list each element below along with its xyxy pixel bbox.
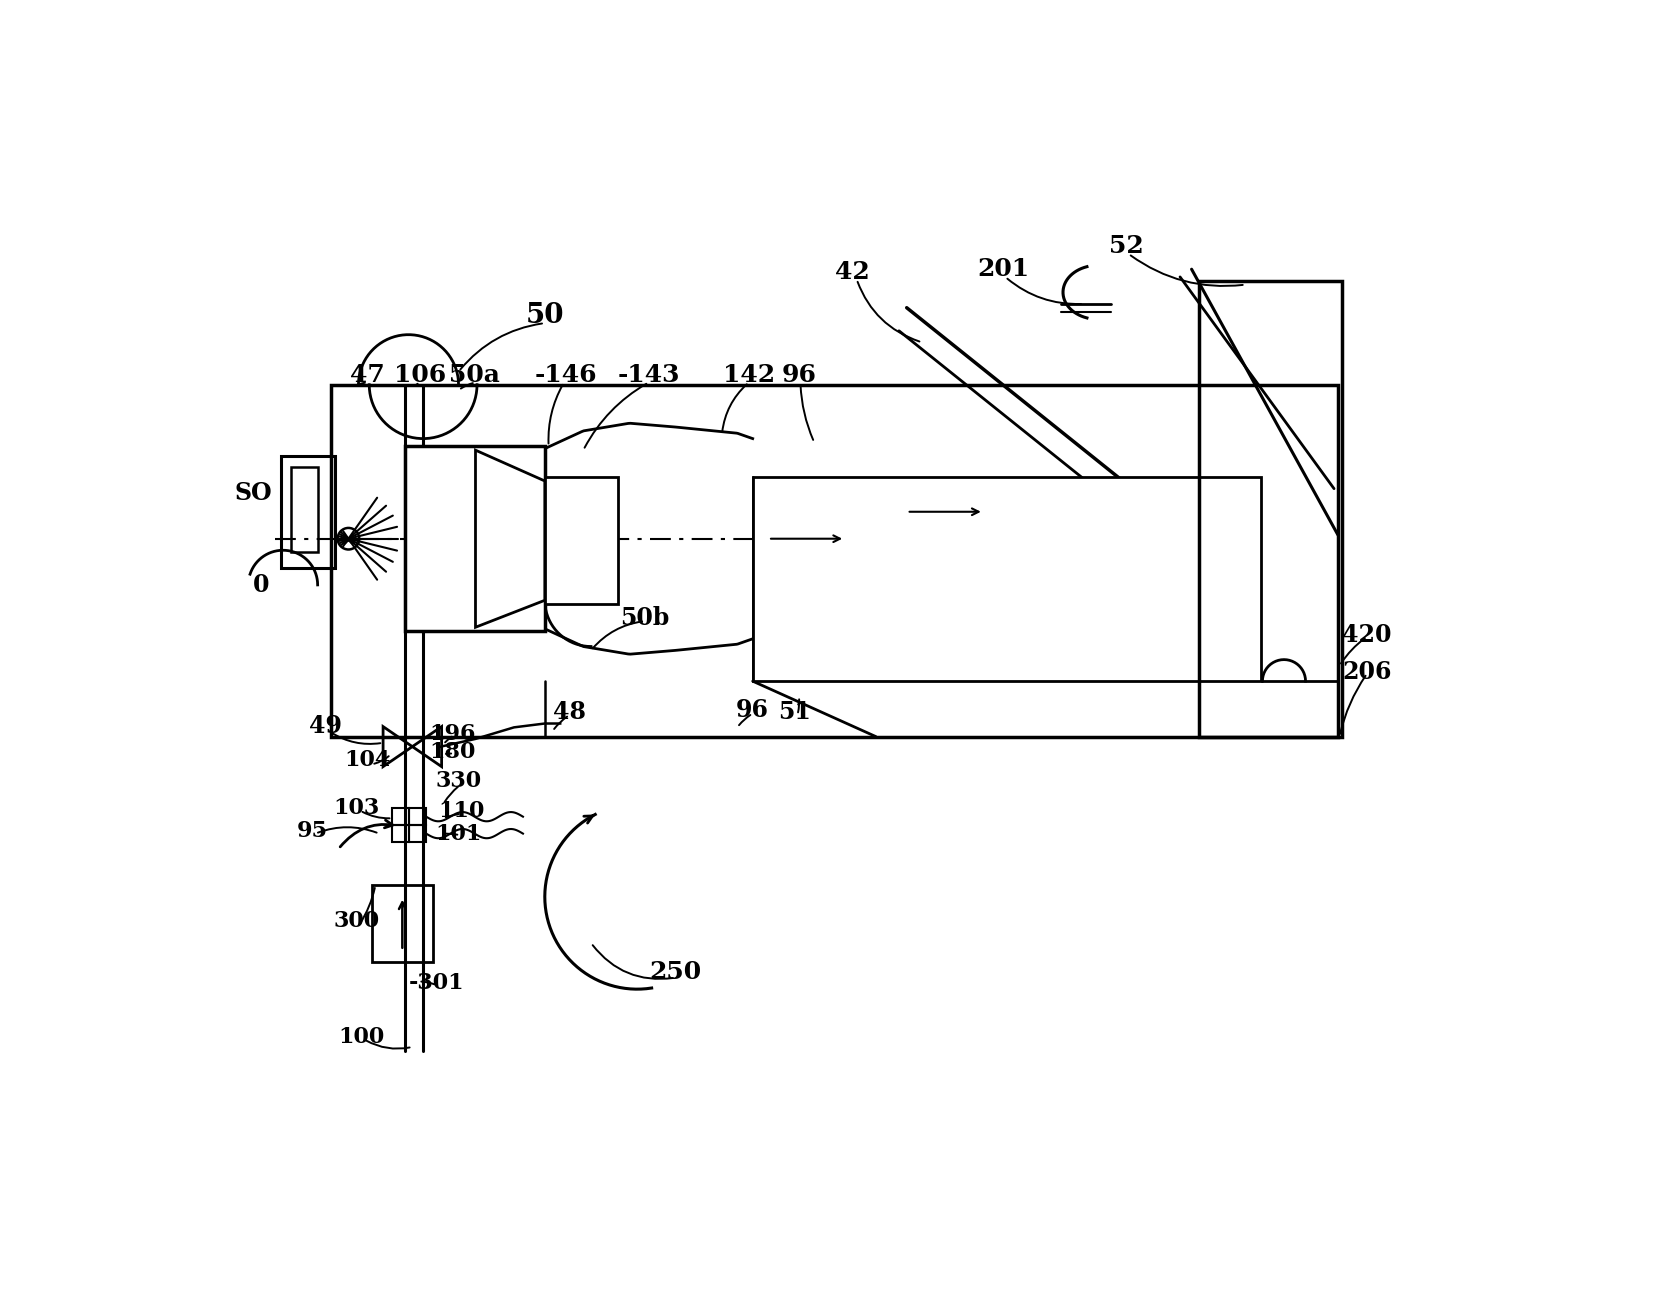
Text: 103: 103 (334, 797, 379, 819)
Bar (545, 477, 618, 604)
Polygon shape (476, 450, 545, 628)
Bar (372, 885, 432, 962)
Text: -143: -143 (617, 362, 680, 387)
Bar (1200, 281, 1342, 737)
Text: 50: 50 (526, 302, 565, 330)
Text: 50a: 50a (449, 362, 499, 387)
Text: 206: 206 (1342, 660, 1391, 684)
Text: 180: 180 (429, 741, 476, 763)
Bar (753, 477, 1260, 681)
Text: 100: 100 (339, 1025, 385, 1048)
Text: -146: -146 (535, 362, 598, 387)
Text: 96: 96 (736, 699, 769, 722)
Text: 330: 330 (436, 771, 481, 792)
Text: -301: -301 (409, 972, 464, 994)
Text: 0: 0 (253, 572, 270, 597)
Text: 101: 101 (436, 823, 481, 844)
Bar (282, 457, 335, 569)
Text: 49: 49 (308, 714, 342, 738)
Text: 96: 96 (781, 362, 816, 387)
Text: 95: 95 (297, 821, 328, 843)
Text: 250: 250 (650, 960, 702, 985)
Bar (392, 809, 409, 825)
Text: 50b: 50b (620, 607, 670, 630)
Text: 142: 142 (722, 362, 774, 387)
Bar (392, 825, 409, 842)
Text: 51: 51 (779, 700, 811, 723)
Text: 47: 47 (350, 362, 385, 387)
Text: SO: SO (235, 481, 273, 504)
Text: 420: 420 (1342, 622, 1391, 647)
Text: 106: 106 (394, 362, 446, 387)
Bar (404, 446, 545, 632)
Bar (409, 809, 426, 825)
Bar (330, 386, 1337, 737)
Text: 104: 104 (345, 748, 391, 771)
Text: 52: 52 (1110, 234, 1143, 259)
Text: 48: 48 (553, 700, 587, 723)
Polygon shape (412, 726, 441, 767)
Text: 196: 196 (429, 722, 476, 744)
Text: 110: 110 (439, 800, 484, 822)
Text: 300: 300 (334, 910, 379, 932)
Text: 201: 201 (977, 257, 1029, 281)
Bar (409, 825, 426, 842)
Text: 42: 42 (835, 260, 870, 284)
Polygon shape (384, 726, 412, 767)
Bar (290, 467, 318, 551)
